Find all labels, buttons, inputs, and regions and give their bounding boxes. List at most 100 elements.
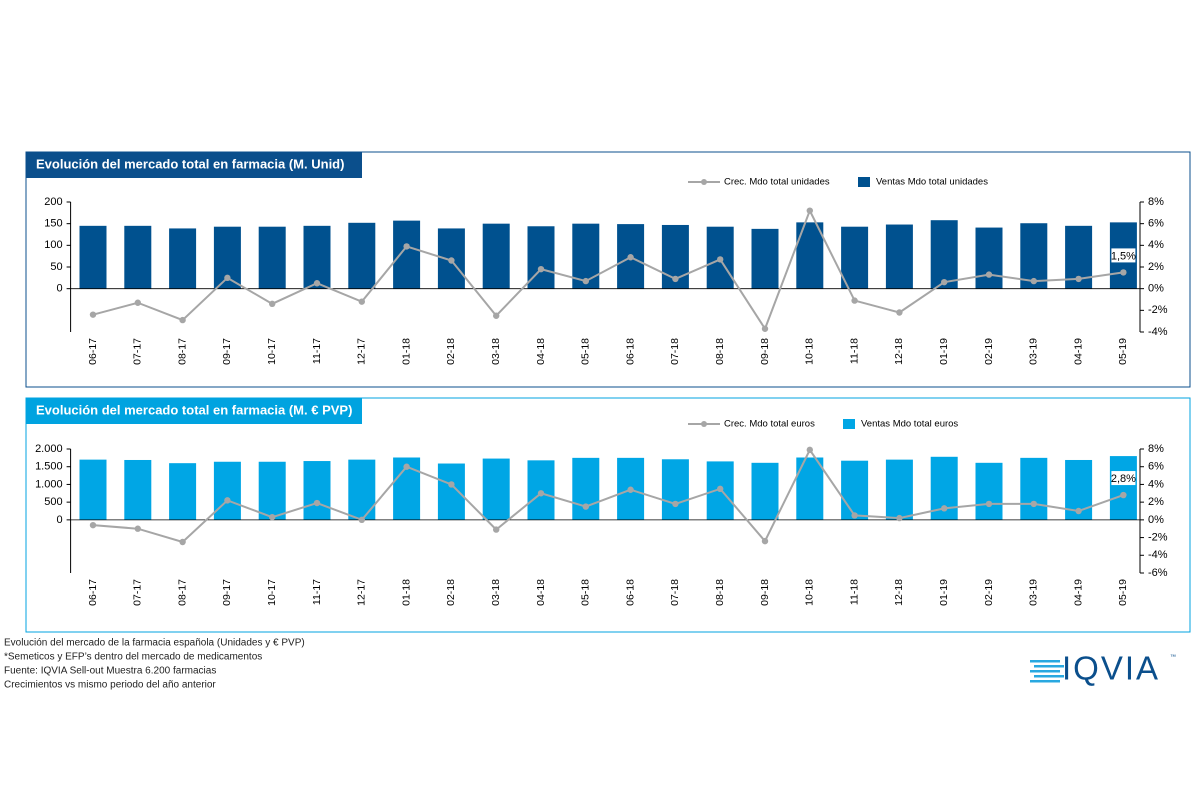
line-point: [985, 271, 993, 278]
x-tick-label: 01-19: [938, 579, 950, 606]
bar: [258, 461, 286, 520]
line-point: [761, 537, 769, 545]
x-tick-label: 03-18: [490, 338, 502, 365]
bar: [348, 222, 376, 289]
y2-tick-label: -4%: [1148, 326, 1168, 338]
panel: [25, 397, 1191, 633]
line-point: [224, 274, 231, 282]
bar: [572, 457, 600, 520]
y2-tick-label: 8%: [1148, 443, 1164, 455]
line-point: [627, 254, 634, 261]
y2-tick-label: -2%: [1148, 531, 1168, 543]
footnote: Evolución del mercado de la farmacia esp…: [4, 638, 305, 649]
x-tick-label: 09-18: [759, 579, 771, 606]
line-point: [896, 514, 903, 522]
x-tick-label: 11-18: [848, 338, 860, 364]
x-tick-label: 01-18: [400, 579, 412, 606]
x-tick-label: 05-18: [580, 338, 592, 365]
y-tick-label: 1.000: [35, 478, 63, 490]
x-tick-label: 02-18: [445, 338, 457, 365]
line-point: [672, 275, 679, 283]
y-tick-label: 200: [44, 196, 62, 208]
y-tick-label: 2.000: [35, 443, 63, 455]
x-tick-label: 05-19: [1117, 579, 1129, 606]
line-point: [403, 463, 410, 470]
x-tick-label: 09-17: [221, 579, 233, 606]
x-tick-label: 11-18: [848, 579, 860, 605]
y2-tick-label: -6%: [1148, 567, 1168, 579]
line-point: [941, 505, 948, 512]
line: [92, 208, 1124, 331]
bar: [796, 222, 824, 289]
x-tick-label: 10-18: [804, 338, 816, 365]
data-label: 1,5%: [1111, 250, 1136, 262]
line-point: [582, 503, 589, 510]
bar: [437, 463, 465, 520]
title-tab: [26, 152, 362, 178]
bar: [975, 227, 1003, 289]
line-point: [761, 325, 769, 332]
legend-label: Crec. Mdo total unidades: [724, 177, 830, 188]
chart-title: Evolución del mercado total en farmacia …: [36, 402, 352, 417]
line-point: [358, 298, 365, 305]
x-tick-label: 04-19: [1072, 579, 1084, 606]
bar: [79, 459, 107, 520]
bar: [975, 462, 1003, 520]
x-tick-label: 09-18: [759, 338, 771, 365]
line-point: [1120, 269, 1127, 276]
legend-swatch: [843, 419, 855, 429]
x-tick-label: 06-18: [624, 338, 636, 365]
x-tick-label: 02-19: [983, 579, 995, 606]
line-point: [582, 277, 589, 285]
x-tick-label: 11-17: [311, 579, 323, 605]
x-tick-label: 08-17: [176, 579, 188, 606]
line-point: [851, 297, 858, 304]
y2-tick-label: 8%: [1148, 196, 1164, 208]
bar: [841, 460, 869, 520]
legend-swatch: [858, 177, 870, 187]
line-point: [134, 299, 141, 306]
bar: [1020, 223, 1048, 289]
legend-marker: [701, 179, 707, 185]
y2-tick-label: 6%: [1148, 218, 1164, 230]
bar: [482, 458, 510, 520]
footnote: *Semeticos y EFP’s dentro del mercado de…: [4, 652, 262, 663]
legend-label: Crec. Mdo total euros: [724, 419, 815, 430]
x-tick-label: 07-18: [669, 579, 681, 606]
y2-tick-label: 4%: [1148, 239, 1164, 251]
x-tick-label: 06-18: [624, 579, 636, 606]
legend-label: Ventas Mdo total unidades: [876, 177, 988, 188]
x-tick-label: 12-18: [893, 579, 905, 606]
x-tick-label: 02-19: [983, 338, 995, 365]
y-tick-label: 0: [56, 514, 62, 526]
line-point: [448, 481, 455, 488]
panel: [25, 151, 1191, 388]
line-point: [448, 257, 455, 264]
line-point: [896, 309, 903, 316]
x-tick-label: 03-19: [1028, 338, 1040, 365]
x-tick-label: 10-17: [266, 579, 278, 606]
chart-title: Evolución del mercado total en farmacia …: [36, 156, 344, 171]
bar: [930, 220, 958, 289]
line-point: [1075, 507, 1082, 515]
data-label-bg: [1111, 471, 1136, 486]
y2-tick-label: 4%: [1148, 478, 1164, 490]
x-tick-label: 01-18: [400, 338, 412, 365]
x-tick-label: 04-18: [535, 579, 547, 606]
line-point: [224, 497, 231, 504]
footnote: Crecimientos vs mismo periodo del año an…: [4, 680, 216, 691]
bar: [348, 459, 376, 520]
line-point: [806, 207, 813, 214]
line-point: [851, 512, 858, 519]
footnote: Fuente: IQVIA Sell-out Muestra 6.200 far…: [4, 666, 216, 677]
x-tick-label: 12-18: [893, 338, 905, 365]
bar: [841, 226, 869, 289]
x-tick-label: 07-17: [132, 338, 144, 365]
y2-tick-label: 2%: [1148, 496, 1164, 508]
bar: [1109, 456, 1137, 520]
line-point: [537, 490, 545, 497]
line-point: [1030, 500, 1038, 508]
bar: [124, 225, 152, 289]
y-tick-label: 150: [44, 218, 62, 230]
